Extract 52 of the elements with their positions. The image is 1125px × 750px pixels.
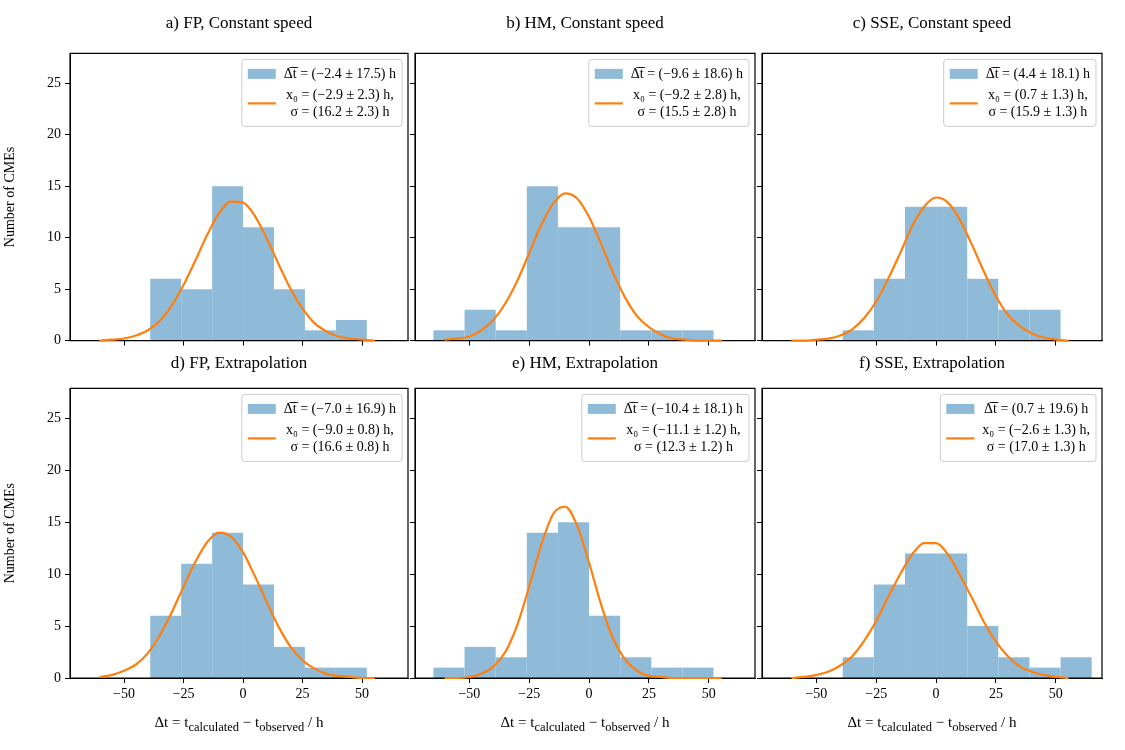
y-axis-title: Number of CMEs (2, 483, 18, 584)
x-tick-label: 0 (239, 686, 247, 702)
y-tick-label: 20 (47, 462, 61, 478)
chart-title: f) SSE, Extrapolation (858, 353, 1006, 373)
x-tick-label: −50 (805, 686, 828, 702)
legend-label: Δ̅t̅ = (−2.4 ± 17.5) h (283, 65, 397, 82)
x-tick-label: −50 (458, 686, 481, 702)
x-tick-label: 25 (641, 686, 656, 702)
x-axis-title: Δt = t$_{calculated}$ − t$_{observed}$ / h (499, 714, 671, 735)
y-tick-label: 10 (47, 229, 61, 245)
y-tick-label: 20 (47, 126, 61, 142)
x-tick-label: −25 (172, 686, 195, 702)
chart-title: e) HM, Extrapolation (511, 353, 659, 373)
legend-label: x₀ = (0.7 ± 1.3) h, σ = (15.9 ± 1.3) h (987, 86, 1088, 120)
x-tick-label: −25 (865, 686, 888, 702)
y-axis-title: Number of CMEs (2, 146, 18, 248)
legend-label: x₀ = (−2.6 ± 1.3) h, σ = (17.0 ± 1.3) h (982, 421, 1090, 455)
y-tick-label: 15 (47, 177, 61, 193)
x-axis-title: Δt = t$_{calculated}$ − t$_{observed}$ / h (846, 714, 1018, 735)
chart-title: d) FP, Extrapolation (169, 353, 309, 373)
legend-label: Δ̅t̅ = (0.7 ± 19.6) h (984, 400, 1089, 417)
legend-label: Δ̅t̅ = (−10.4 ± 18.1) h (623, 400, 744, 417)
x-tick-label: 50 (701, 686, 716, 702)
x-axis-title: Δt = t$_{calculated}$ − t$_{observed}$ / h (153, 714, 325, 735)
legend-label: x₀ = (−9.2 ± 2.8) h, σ = (15.5 ± 2.8) h (633, 86, 741, 120)
y-tick-label: 0 (54, 332, 61, 348)
line-series (99, 200, 376, 342)
y-tick-label: 25 (47, 74, 61, 90)
y-tick-label: 0 (54, 669, 61, 685)
line-series (99, 531, 376, 680)
x-tick-label: 0 (932, 686, 940, 702)
x-tick-label: −25 (518, 686, 541, 702)
legend-label: x₀ = (−9.0 ± 0.8) h, σ = (16.6 ± 0.8) h (286, 421, 394, 455)
x-tick-label: 0 (585, 686, 593, 702)
legend-label: x₀ = (−2.9 ± 2.3) h, σ = (16.2 ± 2.3) h (286, 86, 394, 120)
y-tick-label: 5 (54, 617, 61, 633)
chart-title: c) SSE, Constant speed (851, 13, 1013, 33)
y-tick-label: 10 (47, 565, 61, 581)
x-tick-label: −50 (113, 686, 135, 702)
legend-label: Δ̅t̅ = (−9.6 ± 18.6) h (630, 65, 744, 82)
chart-title: b) HM, Constant speed (505, 13, 665, 33)
legend-label: Δ̅t̅ = (−7.0 ± 16.9) h (283, 400, 397, 417)
chart-title: a) FP, Constant speed (164, 13, 314, 33)
legend-label: x₀ = (−11.1 ± 1.2) h, σ = (12.3 ± 1.2) h (626, 421, 741, 455)
legend-label: Δ̅t̅ = (4.4 ± 18.1) h (985, 65, 1090, 82)
y-tick-label: 15 (47, 513, 61, 529)
x-tick-label: 25 (988, 686, 1003, 702)
x-tick-label: 25 (295, 686, 310, 702)
y-tick-label: 25 (47, 410, 61, 426)
x-tick-label: 50 (1048, 686, 1063, 702)
x-tick-label: 50 (355, 686, 370, 702)
y-tick-label: 5 (54, 280, 61, 296)
